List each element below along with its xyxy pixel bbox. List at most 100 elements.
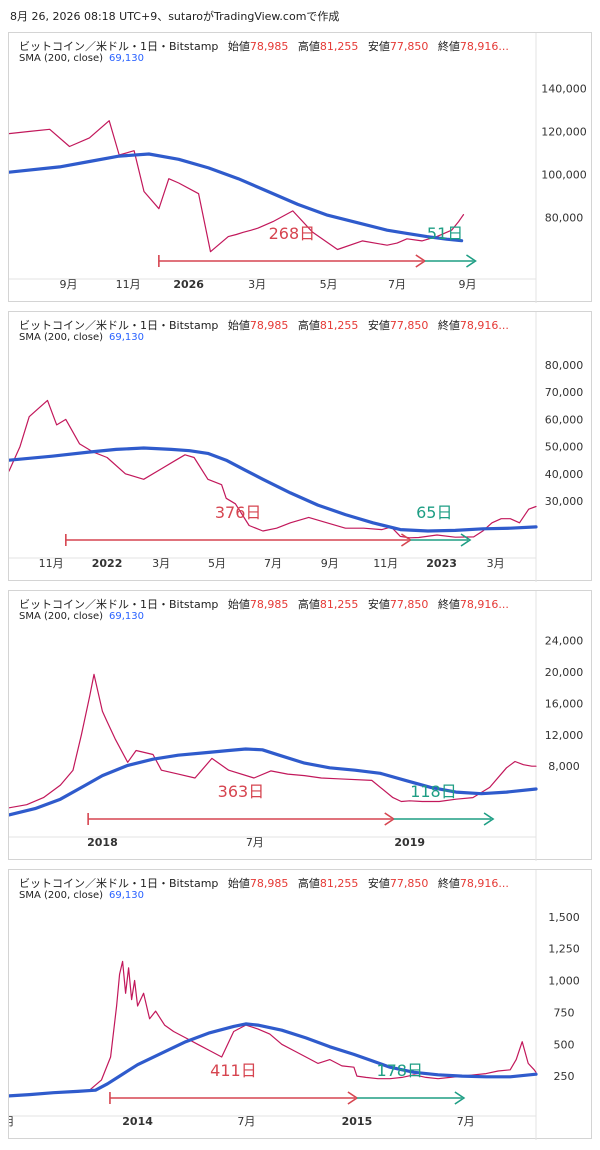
high-value: 81,255: [319, 598, 359, 611]
sma-value: 69,130: [109, 332, 144, 343]
low-label: 安値: [367, 877, 390, 890]
x-tick-label: 3月: [152, 557, 170, 570]
arrow-head: [466, 254, 477, 268]
y-tick-label: 100,000: [541, 168, 587, 181]
x-tick-label: 3月: [487, 557, 505, 570]
close-value: 78,916...: [459, 877, 509, 890]
symbol-label: ビットコイン／米ドル・1日・Bitstamp: [19, 877, 219, 890]
x-tick-label: 11月: [39, 557, 64, 570]
recovery-period-arrow: [410, 533, 472, 547]
x-tick-label: 5月: [208, 557, 226, 570]
x-tick-label: 7月: [264, 557, 282, 570]
y-tick-label: 1,250: [548, 943, 580, 956]
low-value: 77,850: [389, 598, 429, 611]
ohlc-header: ビットコイン／米ドル・1日・Bitstamp 始値78,985 高値81,255…: [19, 317, 509, 333]
decline-period-arrow: [65, 533, 412, 547]
sma-line: [9, 152, 464, 243]
y-tick-label: 250: [554, 1070, 575, 1083]
close-value: 78,916...: [459, 319, 509, 332]
close-value: 78,916...: [459, 40, 509, 53]
sma-header: SMA (200, close) 69,130: [19, 611, 144, 622]
ohlc-header: ビットコイン／米ドル・1日・Bitstamp 始値78,985 高値81,255…: [19, 875, 509, 891]
y-tick-label: 24,000: [545, 635, 584, 648]
high-label: 高値: [297, 598, 320, 611]
sma-value: 69,130: [109, 53, 144, 64]
sma-label: SMA (200, close): [19, 890, 103, 901]
x-tick-label: 2018: [87, 836, 118, 849]
recovery-period-arrow: [424, 254, 477, 268]
chart-svg: 80,000 70,000 60,000 50,000 40,000 30,000 11月 2…: [9, 312, 584, 582]
x-tick-label: 2022: [92, 557, 123, 570]
close-value: 78,916...: [459, 598, 509, 611]
sma-line: [9, 1022, 538, 1098]
price-line: [9, 673, 537, 809]
sma-header: SMA (200, close) 69,130: [19, 890, 144, 901]
symbol-label: ビットコイン／米ドル・1日・Bitstamp: [19, 40, 219, 53]
price-line: [9, 960, 537, 1096]
y-tick-label: 120,000: [541, 125, 587, 138]
y-tick-label: 1,500: [548, 911, 580, 924]
high-value: 81,255: [319, 40, 359, 53]
arrow-head: [460, 533, 472, 547]
x-tick-label: 11月: [373, 557, 398, 570]
period-days-label: 178日: [376, 1061, 423, 1080]
period-days-label: 363日: [218, 782, 265, 801]
y-tick-label: 8,000: [548, 760, 580, 773]
y-tick-label: 12,000: [545, 729, 584, 742]
chart-svg: 140,000 120,000 100,000 80,000 9月 11月 2026 3月 5月…: [9, 33, 587, 303]
symbol-label: ビットコイン／米ドル・1日・Bitstamp: [19, 598, 219, 611]
x-tick-label: 7月: [388, 278, 406, 291]
y-tick-label: 80,000: [545, 359, 584, 372]
chart-panel-2: ビットコイン／米ドル・1日・Bitstamp 始値78,985 高値81,255…: [8, 311, 592, 582]
x-tick-label: 2015: [342, 1115, 373, 1128]
open-value: 78,985: [249, 877, 289, 890]
ohlc-header: ビットコイン／米ドル・1日・Bitstamp 始値78,985 高値81,255…: [19, 38, 509, 54]
open-label: 始値: [227, 598, 250, 611]
open-label: 始値: [227, 40, 250, 53]
high-value: 81,255: [319, 877, 359, 890]
y-tick-label: 60,000: [545, 413, 584, 426]
chart-panel-1: ビットコイン／米ドル・1日・Bitstamp 始値78,985 高値81,255…: [8, 32, 592, 303]
y-tick-label: 1,000: [548, 975, 580, 988]
ohlc-header: ビットコイン／米ドル・1日・Bitstamp 始値78,985 高値81,255…: [19, 596, 509, 612]
x-tick-label: 9月: [459, 278, 477, 291]
y-tick-label: 16,000: [545, 697, 584, 710]
period-days-label: 51日: [427, 224, 463, 243]
x-tick-label: 2019: [394, 836, 425, 849]
sma-label: SMA (200, close): [19, 611, 103, 622]
low-value: 77,850: [389, 319, 429, 332]
y-tick-label: 70,000: [545, 386, 584, 399]
period-days-label: 268日: [269, 224, 316, 243]
high-label: 高値: [297, 319, 320, 332]
close-label: 終値: [437, 598, 460, 611]
x-tick-label: 11月: [116, 278, 141, 291]
low-label: 安値: [367, 40, 390, 53]
sma-header: SMA (200, close) 69,130: [19, 53, 144, 64]
y-tick-label: 20,000: [545, 666, 584, 679]
recovery-period-arrow: [393, 812, 495, 826]
symbol-label: ビットコイン／米ドル・1日・Bitstamp: [19, 319, 219, 332]
x-tick-label: 9月: [60, 278, 78, 291]
x-tick-label: 9月: [321, 557, 339, 570]
x-tick-label: 2014: [122, 1115, 153, 1128]
open-value: 78,985: [249, 319, 289, 332]
open-label: 始値: [227, 319, 250, 332]
price-line: [9, 120, 465, 253]
low-value: 77,850: [389, 877, 429, 890]
high-label: 高値: [297, 877, 320, 890]
high-value: 81,255: [319, 319, 359, 332]
x-tick-label: 7月: [237, 1115, 255, 1128]
sma-line: [9, 747, 538, 817]
x-tick-label: 月: [9, 1115, 15, 1128]
period-days-label: 411日: [210, 1061, 257, 1080]
low-label: 安値: [367, 598, 390, 611]
chart-svg: 1,500 1,250 1,000 750 500 250 月 2014 7月 2015 7月 411…: [9, 870, 580, 1140]
sma-label: SMA (200, close): [19, 53, 103, 64]
decline-period-arrow: [109, 1091, 359, 1105]
arrow-head: [483, 812, 495, 826]
chart-caption: 8月 26, 2026 08:18 UTC+9、sutaroがTradingVi…: [10, 10, 340, 23]
x-tick-label: 2026: [173, 278, 204, 291]
arrow-head: [454, 1091, 466, 1105]
low-value: 77,850: [389, 40, 429, 53]
y-tick-label: 500: [554, 1038, 575, 1051]
